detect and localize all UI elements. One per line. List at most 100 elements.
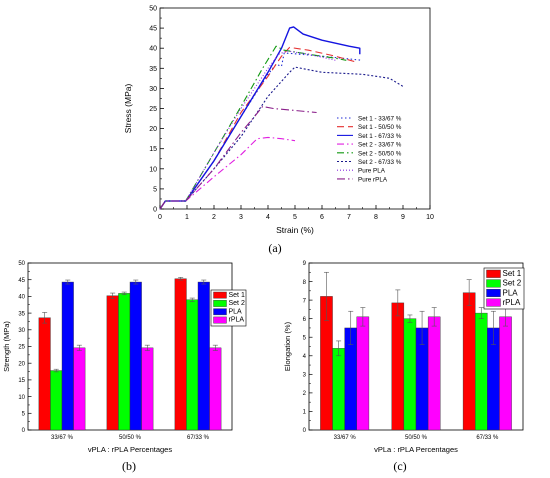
y-tick-label: 35 [149,66,157,73]
y-tick-label: 15 [149,146,157,153]
x-tick-label: 6 [320,214,324,221]
series-line-1 [159,52,363,210]
y-tick-label: 9 [303,261,307,267]
legend-swatch [486,279,501,288]
legend-label: Pure PLA [358,168,386,175]
legend-swatch [213,316,227,324]
series-line-5 [159,45,347,210]
bar-pla [197,281,210,431]
bar-set-2 [403,318,417,431]
legend-label: PLA [503,288,519,297]
bar-pla [61,281,74,431]
y-axis-label: Strength (MPa) [2,321,11,372]
bar-rpla [141,347,154,431]
legend-label: Set 2 [503,279,522,288]
bar-pla [129,281,142,431]
category-label: 50/50 % [405,435,428,441]
y-tick-label: 30 [149,86,157,93]
bar-set-1 [38,317,51,431]
legend-label: Set 2 - 50/50 % [358,150,402,157]
x-tick-label: 0 [158,214,162,221]
y-tick-label: 45 [18,278,25,284]
category-label: 67/33 % [476,435,499,441]
bar-set-2 [186,299,199,431]
legend-label: Set 1 [229,292,245,299]
legend-label: rPLA [503,298,521,307]
legend-swatch [486,298,501,307]
y-axis-label: Stress (MPa) [123,84,133,134]
x-tick-label: 5 [293,214,297,221]
legend-label: Set 1 - 33/67 % [358,116,402,123]
legend-label: Pure rPLA [358,176,388,183]
series-line-4 [159,136,296,210]
bar-set-1 [391,302,405,431]
y-tick-label: 5 [22,412,26,418]
y-tick-label: 1 [303,410,307,416]
bar-set-2 [118,293,131,431]
panel-b-caption: (b) [122,459,136,473]
x-axis-label: Strain (%) [276,225,314,235]
legend-swatch [486,269,501,278]
legend-label: Set 1 [503,269,522,278]
y-tick-label: 20 [149,126,157,133]
panel-c-elongation-bar-chart: 0 1 2 3 4 5 6 7 8 9 33/67 % 50/50 % 67/33 % vPLa : rP… [283,261,525,454]
y-tick-label: 30 [18,328,25,334]
bar-set-2 [332,348,345,431]
x-axis-label: vPLa : rPLA Percentages [374,445,458,454]
legend-label: Set 2 - 33/67 % [358,142,402,149]
y-tick-label: 50 [149,6,157,13]
bar-set-1 [174,278,187,431]
y-axis-label: Elongation (%) [283,321,292,371]
y-tick-label: 3 [303,373,307,379]
y-tick-label: 5 [303,335,307,341]
y-tick-label: 20 [18,361,25,367]
series-line-2 [159,46,358,210]
category-label: 33/67 % [334,435,357,441]
series-line-8 [159,105,317,210]
x-tick-label: 10 [426,214,434,221]
bar-set-2 [475,312,488,431]
bar-rpla [499,316,512,431]
y-tick-label: 0 [22,428,26,434]
legend-label: Set 1 - 50/50 % [358,124,402,131]
series-line-7 [159,50,336,210]
y-tick-label: 50 [18,261,25,267]
bar-rpla [356,316,370,431]
y-tick-label: 7 [303,298,307,304]
y-tick-label: 25 [149,106,157,113]
x-tick-label: 1 [185,214,189,221]
bar-set-1 [462,292,476,431]
y-tick-label: 0 [153,207,157,214]
y-tick-label: 0 [303,428,307,434]
y-tick-label: 40 [149,46,157,53]
x-tick-label: 7 [347,214,351,221]
y-tick-label: 45 [149,26,157,33]
x-tick-label: 9 [401,214,405,221]
panel-c-caption: (c) [393,459,406,473]
legend-label: Set 1 - 67/33 % [358,133,402,140]
x-axis-label: vPLA : rPLA Percentages [88,445,172,454]
bar-set-1 [106,295,119,431]
bar-set-2 [50,370,63,431]
category-label: 50/50 % [119,435,142,441]
bar-rpla [73,347,86,431]
legend-label: Set 2 - 67/33 % [358,159,402,166]
y-tick-label: 25 [18,345,25,351]
x-tick-label: 3 [239,214,243,221]
y-tick-label: 10 [18,395,25,401]
y-tick-label: 10 [149,166,157,173]
y-tick-label: 40 [18,295,25,301]
legend-label: Set 2 [229,300,245,307]
x-tick-label: 8 [374,214,378,221]
x-tick-label: 2 [212,214,216,221]
y-tick-label: 35 [18,311,25,317]
y-tick-label: 4 [303,354,307,360]
y-tick-label: 6 [303,317,307,323]
x-tick-label: 4 [266,214,270,221]
series-line-3 [159,26,361,210]
bar-rpla [209,347,222,431]
bar-rpla [427,316,441,431]
panel-b-strength-bar-chart: 0 5 10 15 20 25 30 35 40 45 50 33/67 % 50/50 % 67/33 … [2,261,247,454]
y-tick-label: 8 [303,280,307,286]
